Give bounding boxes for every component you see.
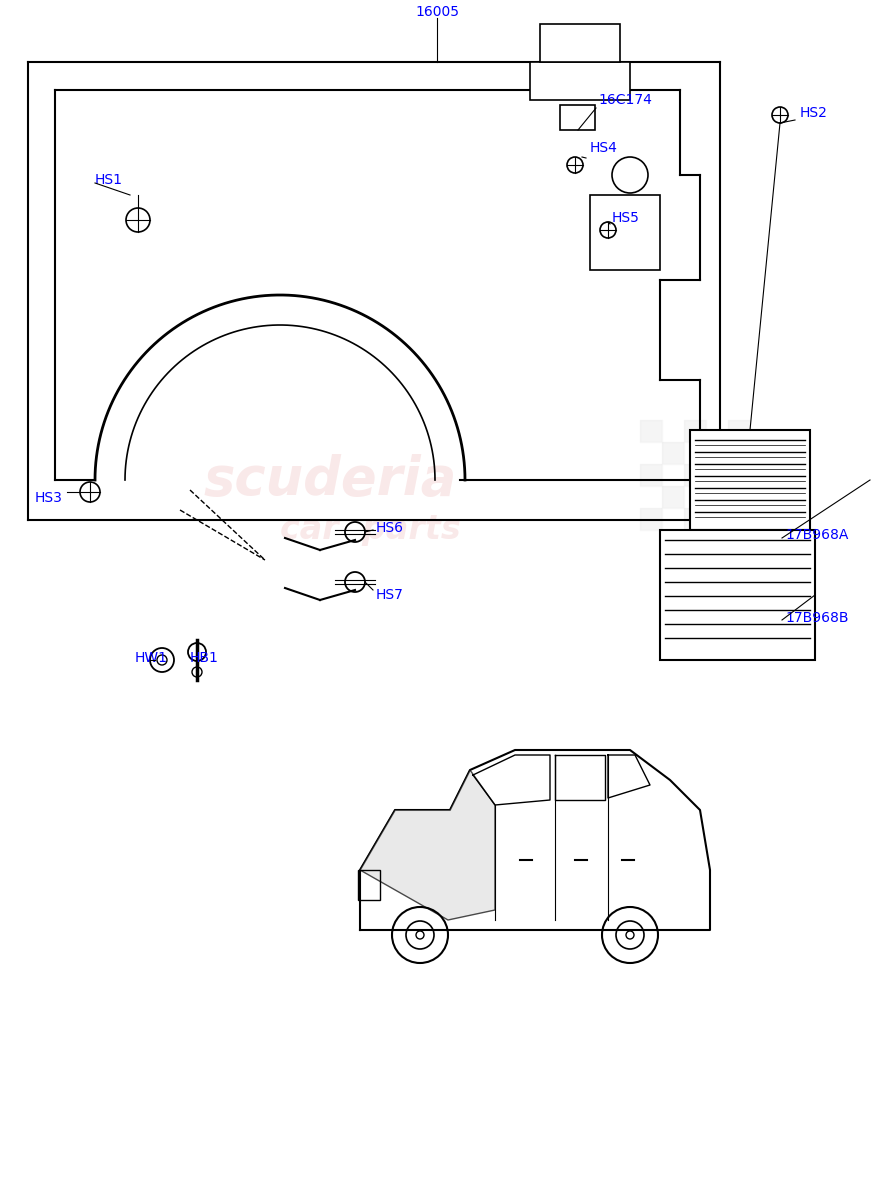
Text: HB1: HB1 xyxy=(190,650,218,665)
Bar xyxy=(684,442,706,464)
Bar xyxy=(750,420,772,442)
Text: 17B968A: 17B968A xyxy=(785,528,849,542)
Bar xyxy=(640,508,662,530)
Bar xyxy=(750,442,772,464)
Bar xyxy=(684,464,706,486)
Text: HS3: HS3 xyxy=(35,491,63,505)
Bar xyxy=(684,420,706,442)
Text: HS2: HS2 xyxy=(800,106,828,120)
Bar xyxy=(750,486,772,508)
Bar xyxy=(728,486,750,508)
Polygon shape xyxy=(360,770,495,920)
Bar xyxy=(662,486,684,508)
Bar xyxy=(640,420,662,442)
Bar xyxy=(530,62,630,100)
Bar xyxy=(684,530,706,552)
Text: 17B968B: 17B968B xyxy=(785,611,849,625)
Text: HS1: HS1 xyxy=(95,173,123,187)
Bar xyxy=(706,442,728,464)
Bar xyxy=(706,420,728,442)
Bar xyxy=(358,870,380,900)
FancyBboxPatch shape xyxy=(560,104,595,130)
Bar xyxy=(690,430,810,530)
Text: HS5: HS5 xyxy=(612,211,640,226)
Bar xyxy=(662,420,684,442)
Bar xyxy=(662,508,684,530)
Text: HS6: HS6 xyxy=(376,521,404,535)
Text: scuderia: scuderia xyxy=(204,454,457,506)
Text: HS4: HS4 xyxy=(590,140,618,155)
Bar xyxy=(706,508,728,530)
Bar xyxy=(750,464,772,486)
Bar xyxy=(662,464,684,486)
Bar xyxy=(706,486,728,508)
Bar xyxy=(640,486,662,508)
Bar xyxy=(684,508,706,530)
Bar xyxy=(684,486,706,508)
Bar xyxy=(640,442,662,464)
Bar xyxy=(706,530,728,552)
Bar xyxy=(750,508,772,530)
Bar xyxy=(728,442,750,464)
Bar xyxy=(728,420,750,442)
Bar xyxy=(728,464,750,486)
Bar xyxy=(662,530,684,552)
Bar xyxy=(540,24,620,62)
Text: HS7: HS7 xyxy=(376,588,404,602)
Bar xyxy=(750,530,772,552)
Text: 16C174: 16C174 xyxy=(598,92,652,107)
Bar xyxy=(640,530,662,552)
Bar xyxy=(706,464,728,486)
Text: HW1: HW1 xyxy=(135,650,168,665)
Bar xyxy=(728,530,750,552)
Text: 16005: 16005 xyxy=(415,5,459,19)
Text: car  parts: car parts xyxy=(280,514,461,546)
Bar xyxy=(662,442,684,464)
Bar xyxy=(660,530,815,660)
Bar xyxy=(640,464,662,486)
Bar xyxy=(728,508,750,530)
